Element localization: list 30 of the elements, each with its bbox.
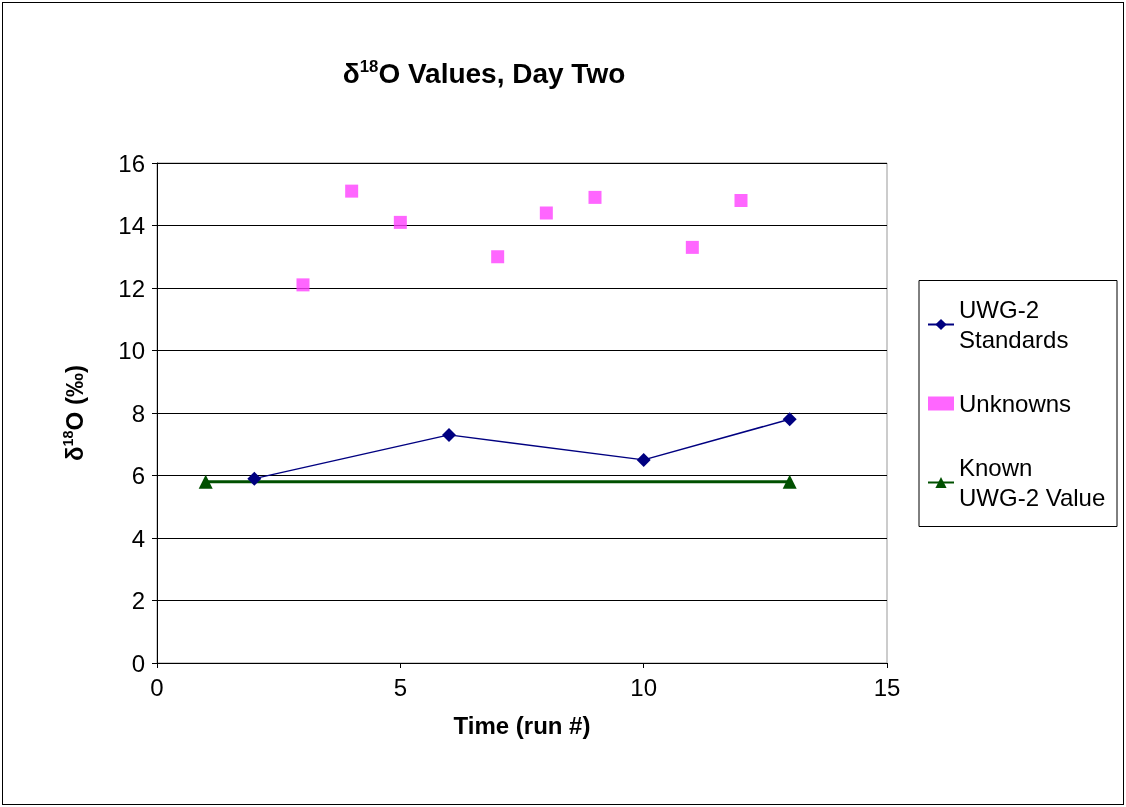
y-tick-label: 4 xyxy=(131,524,145,552)
point xyxy=(685,240,699,254)
point xyxy=(588,190,602,204)
point xyxy=(539,206,553,220)
x-tick-label: 0 xyxy=(150,673,164,701)
y-tick-label: 10 xyxy=(118,337,145,364)
y-tick-label: 12 xyxy=(118,274,145,302)
y-tick-label: 16 xyxy=(118,149,145,177)
y-tick-label: 14 xyxy=(118,212,145,239)
point xyxy=(442,427,456,442)
x-tick-label: 10 xyxy=(630,673,658,701)
legend-label: Unknowns xyxy=(959,390,1072,417)
y-tick-label: 2 xyxy=(131,587,145,614)
point xyxy=(491,250,505,264)
x-tick-label: 5 xyxy=(393,673,408,701)
point xyxy=(247,471,262,486)
y-tick-label: 8 xyxy=(131,399,145,427)
point xyxy=(782,412,797,427)
y-axis-title: δ18O (‰) xyxy=(60,365,88,461)
x-tick-label: 15 xyxy=(873,673,901,701)
y-tick-label: 0 xyxy=(131,649,145,677)
point xyxy=(345,184,359,198)
x-axis-title: Time (run #) xyxy=(453,711,591,739)
legend-label: UWG-2 Standards xyxy=(959,296,1069,353)
point xyxy=(393,215,407,229)
point xyxy=(734,194,748,207)
legend-label: Known UWG-2 Value xyxy=(959,454,1106,511)
y-tick-label: 6 xyxy=(131,462,145,489)
point xyxy=(636,452,651,467)
point xyxy=(296,278,310,292)
